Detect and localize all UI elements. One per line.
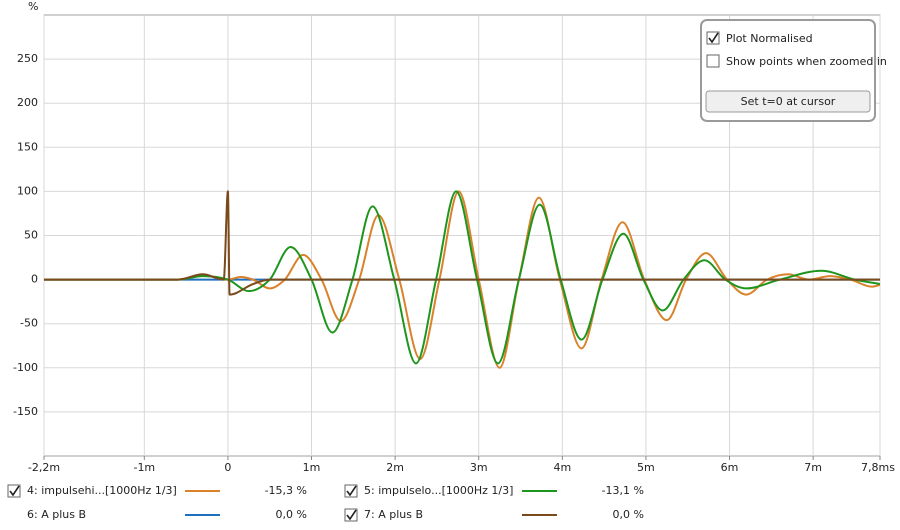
y-tick-label: -100 <box>13 361 38 374</box>
checkbox[interactable] <box>706 54 720 68</box>
button[interactable] <box>705 90 871 113</box>
y-tick-label: -150 <box>13 405 38 418</box>
set-t0-button[interactable]: Set t=0 at cursor <box>705 90 871 113</box>
checkbox-label[interactable]: Plot Normalised <box>726 32 813 45</box>
x-tick-label: 2m <box>386 461 404 474</box>
y-tick-label: 250 <box>17 52 38 65</box>
x-tick-label: 3m <box>470 461 488 474</box>
legend-label: 5: impulselo...[1000Hz 1/3] <box>364 484 513 497</box>
y-tick-label: 50 <box>24 229 38 242</box>
check-mark <box>708 32 719 44</box>
show-points-checkbox[interactable]: Show points when zoomed in <box>706 54 887 68</box>
options-panel: Plot Normalised Show points when zoomed … <box>700 19 887 122</box>
y-tick-label: -50 <box>20 317 38 330</box>
x-tick-label: 1m <box>303 461 321 474</box>
button-label[interactable]: Set t=0 at cursor <box>741 95 836 108</box>
y-tick-label: 150 <box>17 140 38 153</box>
x-tick-label: -2,2m <box>28 461 60 474</box>
legend-readout: -15,3 % <box>265 484 307 497</box>
x-tick-label: 0 <box>224 461 231 474</box>
y-tick-label: 200 <box>17 96 38 109</box>
check-mark <box>9 485 20 497</box>
y-tick-label: 0 <box>31 273 38 286</box>
legend-label: 4: impulsehi...[1000Hz 1/3] <box>27 484 177 497</box>
y-tick-label: 100 <box>17 184 38 197</box>
legend-readout: 0,0 % <box>276 508 307 521</box>
x-tick-label: -1m <box>133 461 155 474</box>
legend-readout: -13,1 % <box>602 484 644 497</box>
x-tick-label: 4m <box>553 461 571 474</box>
plot-normalised-checkbox[interactable]: Plot Normalised <box>706 31 813 45</box>
x-tick-label: 5m <box>637 461 655 474</box>
x-tick-label: 7m <box>804 461 822 474</box>
legend-label: 6: A plus B <box>27 508 86 521</box>
legend-readout: 0,0 % <box>613 508 644 521</box>
check-mark <box>346 509 357 521</box>
x-tick-label: 6m <box>721 461 739 474</box>
grid: -2,2m -1m 0 1m 2m 3m 4m 5m 6m 7m 7,8ms -150 -100 -50 0… <box>13 15 895 474</box>
y-axis-label: % <box>28 0 38 13</box>
series-line <box>44 190 880 296</box>
legend-label: 7: A plus B <box>364 508 423 521</box>
legend: 4: impulsehi...[1000Hz 1/3] -15,3 % 5: imp… <box>7 484 644 522</box>
checkbox-label[interactable]: Show points when zoomed in <box>726 55 887 68</box>
x-tick-label: 7,8ms <box>861 461 895 474</box>
plot-lines <box>44 190 881 369</box>
check-mark <box>346 485 357 497</box>
series-line <box>44 190 881 365</box>
series-line <box>44 190 881 369</box>
